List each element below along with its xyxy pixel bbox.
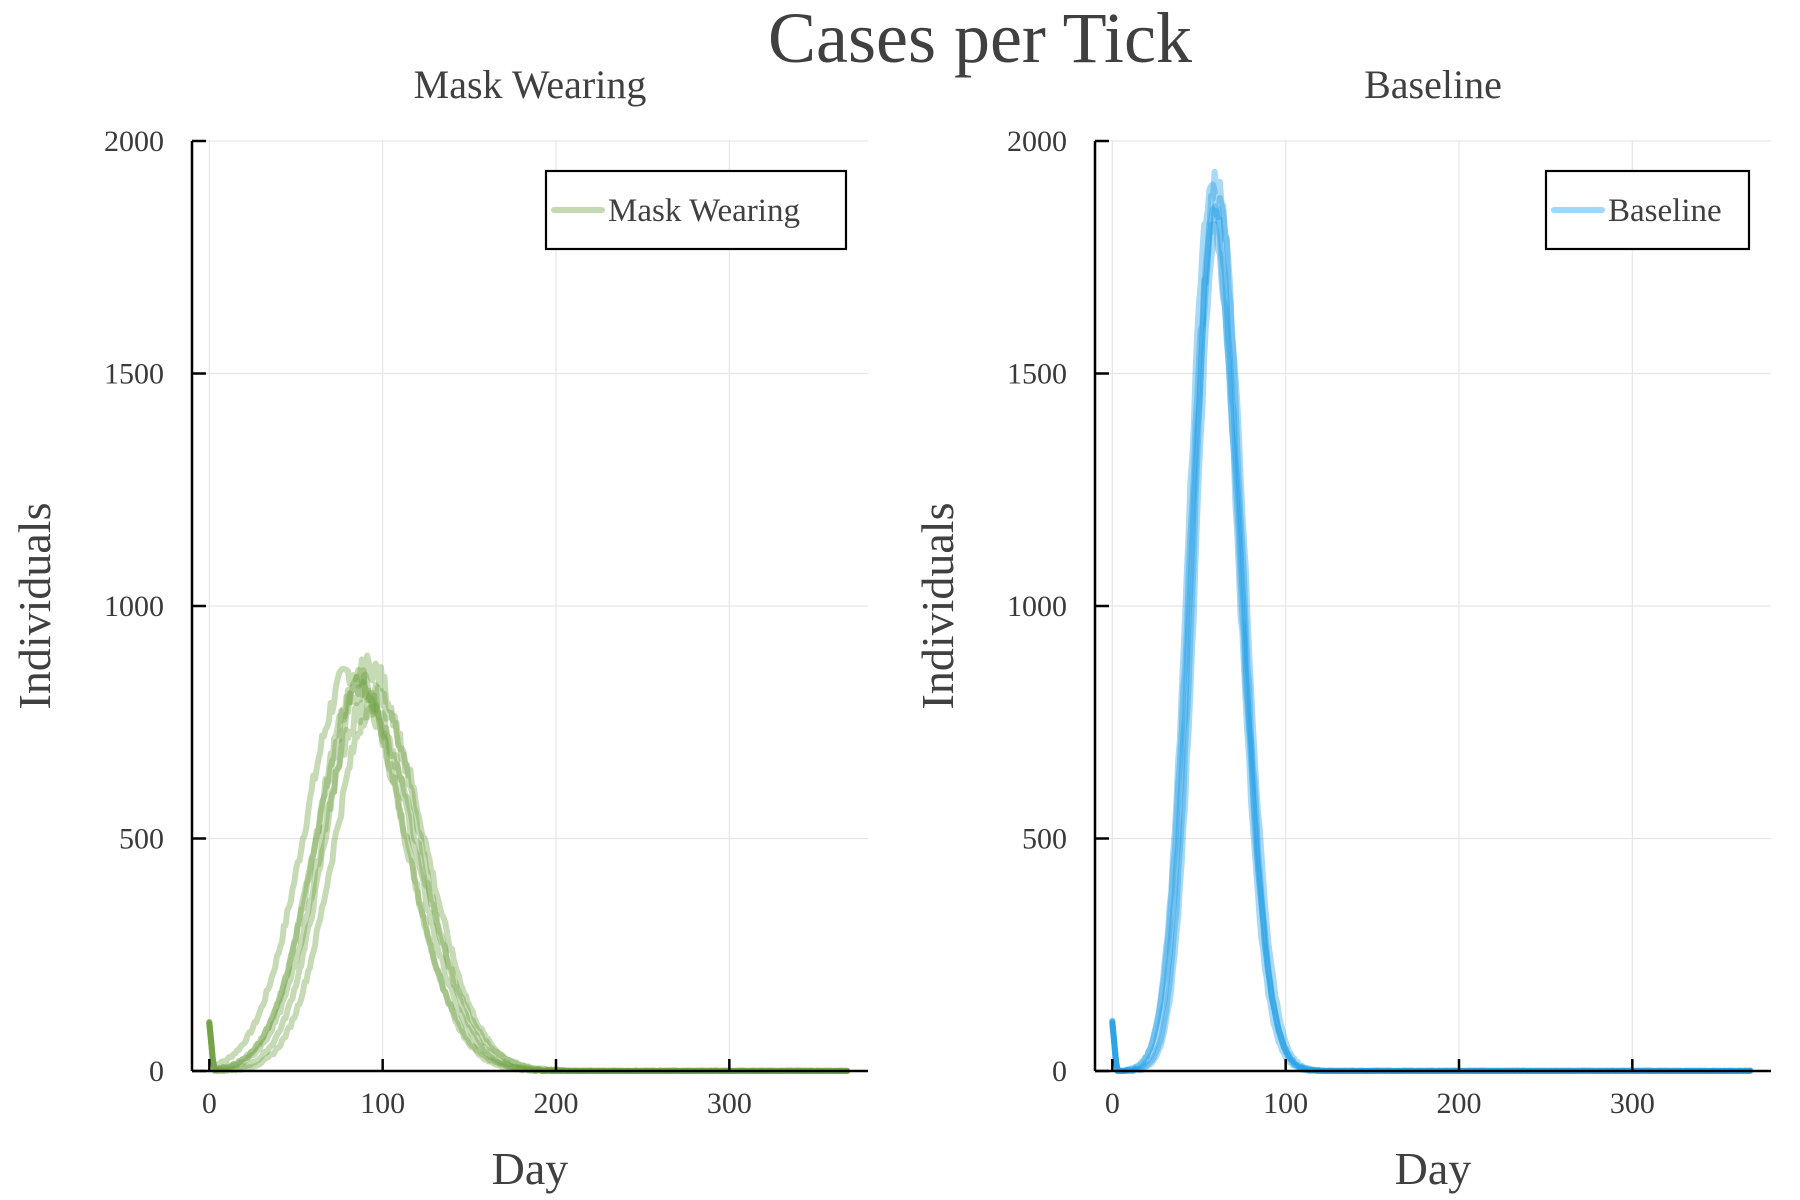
figure-title: Cases per Tick [768,0,1192,78]
series-line-1 [206,665,851,1074]
y-tick-label: 500 [119,823,164,856]
y-tick-label: 2000 [104,125,164,158]
legend: Mask Wearing [544,169,848,251]
x-tick-label: 0 [202,1087,217,1120]
x-tick-label: 100 [1263,1087,1308,1120]
series-line-5 [1109,221,1754,1074]
x-axis-label: Day [492,1143,569,1194]
y-axis-label: Individuals [9,503,60,710]
y-tick-label: 500 [1022,823,1067,856]
legend-box [1544,169,1751,251]
legend: Baseline [1544,169,1751,251]
y-tick-label: 2000 [1007,125,1067,158]
x-tick-label: 100 [360,1087,405,1120]
legend-entry: Baseline [1608,193,1722,229]
subplot-title: Mask Wearing [414,62,647,107]
legend-entry: Mask Wearing [608,193,800,229]
subplot-title: Baseline [1364,62,1502,107]
series-group [1109,168,1754,1074]
x-tick-label: 0 [1105,1087,1120,1120]
y-axis-label: Individuals [912,503,963,710]
y-tick-label: 1000 [104,590,164,623]
x-tick-label: 200 [1437,1087,1482,1120]
series-line-4 [1109,195,1754,1074]
series-group [206,652,851,1074]
y-tick-label: 1500 [104,358,164,391]
chart-panel-baseline: 0 100 200 300 0 500 1000 1500 2000 Baseline Day Ind… [912,62,1771,1194]
chart-panel-mask-wearing: 0 100 200 300 0 500 1000 1500 2000 Mask Wearing Da… [9,62,868,1194]
legend-box [544,169,848,251]
y-tick-label: 0 [1052,1055,1067,1088]
y-tick-label: 1500 [1007,358,1067,391]
x-axis-label: Day [1395,1143,1472,1194]
y-tick-label: 1000 [1007,590,1067,623]
x-tick-label: 300 [1610,1087,1655,1120]
x-tick-label: 200 [534,1087,579,1120]
series-line-3 [206,652,851,1074]
x-tick-label: 300 [707,1087,752,1120]
series-line-2 [206,671,851,1074]
y-tick-label: 0 [149,1055,164,1088]
